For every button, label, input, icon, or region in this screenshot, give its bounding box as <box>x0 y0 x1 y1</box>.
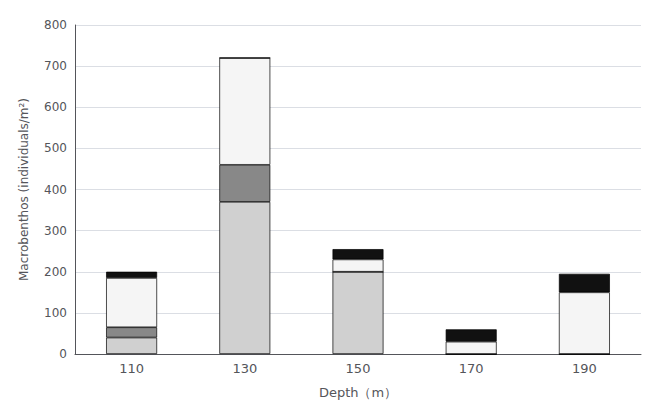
svg-text:150: 150 <box>346 361 371 376</box>
svg-text:200: 200 <box>44 265 67 279</box>
svg-text:Depth（m）: Depth（m） <box>319 385 397 400</box>
svg-text:800: 800 <box>44 18 67 32</box>
svg-text:300: 300 <box>44 224 67 238</box>
svg-text:190: 190 <box>572 361 597 376</box>
svg-text:130: 130 <box>232 361 257 376</box>
svg-text:400: 400 <box>44 183 67 197</box>
svg-text:Macrobenthos (individuals/m²): Macrobenthos (individuals/m²) <box>17 98 31 281</box>
svg-text:170: 170 <box>459 361 484 376</box>
svg-text:600: 600 <box>44 100 67 114</box>
svg-text:500: 500 <box>44 141 67 155</box>
svg-text:100: 100 <box>44 306 67 320</box>
svg-text:110: 110 <box>119 361 144 376</box>
svg-text:700: 700 <box>44 59 67 73</box>
svg-text:0: 0 <box>59 347 67 361</box>
